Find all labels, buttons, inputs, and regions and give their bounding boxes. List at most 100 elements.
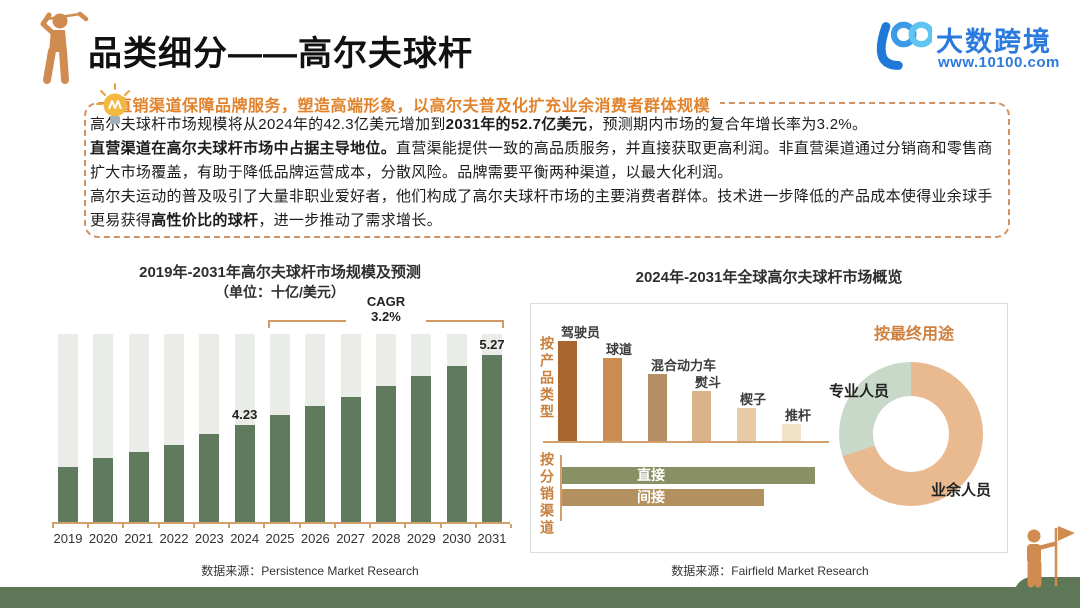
axis-tick [404,524,407,528]
market-overview-panel: 按产品类型 驾驶员 球道 混合动力车 熨斗 楔子 推杆 按分销渠道 直接 间接 按最终用途 … [530,303,1008,553]
bar [164,445,184,523]
summary-paragraph: 高尔夫运动的普及吸引了大量非职业爱好者，他们构成了高尔夫球杆市场的主要消费者群体… [90,188,993,229]
bar-value-label: 4.23 [232,407,258,422]
x-axis-line [52,522,510,524]
bar [128,452,149,523]
donut-label-professionals: 专业人员 [829,383,890,400]
bar-track [305,334,326,523]
year-label: 2024 [230,531,260,546]
product-bar [737,408,756,441]
bar [411,376,432,523]
market-overview-title: 2024年-2031年全球高尔夫球杆市场概览 [635,269,903,286]
summary-text: 高尔夫球杆市场规模将从2024年的42.3亿美元增加到2031年的52.7亿美元… [90,113,1002,233]
product-bar [558,341,577,441]
bar [446,366,467,523]
year-label: 2020 [88,531,118,546]
year-label: 2026 [300,531,330,546]
channel-bar-1: 直接 [562,467,815,484]
axis-tick [228,524,231,528]
bar [93,458,114,523]
summary-paragraph: 高尔夫球杆市场规模将从2024年的42.3亿美元增加到2031年的52.7亿美元… [90,116,868,133]
product-bar-label: 楔子 [740,392,767,407]
donut-hole [873,396,949,472]
bar [270,415,290,523]
axis-tick [439,524,442,528]
golfer-swing-icon [40,11,89,84]
product-bar-label: 熨斗 [695,375,722,390]
product-bar-label: 推杆 [785,408,812,423]
logo-mark-icon [876,21,932,70]
product-type-axis-line [543,441,829,443]
flag-golfer-icon [1027,526,1075,588]
year-label: 2025 [265,531,295,546]
bar-track [128,334,149,523]
bar [234,425,255,523]
channel-axis-label: 按分销渠道 [539,452,555,537]
bar-track: 5.27 [479,334,505,523]
cagr-callout: CAGR 3.2% [346,294,426,324]
product-bar [603,358,622,441]
bar-track [376,334,396,523]
bar-track [58,334,78,523]
bar [376,386,396,523]
footer-bar [0,587,1080,608]
year-label: 2022 [159,531,189,546]
bar-track [340,334,361,523]
market-size-chart-title: 2019年-2031年高尔夫球杆市场规模及预测 [139,264,421,281]
axis-tick [333,524,336,528]
product-type-axis-label: 按产品类型 [539,336,555,421]
brand-logo: 大数跨境 www.10100.com [870,16,1070,78]
bar [340,397,361,523]
channel-axis-line [560,455,562,521]
year-label: 2027 [336,531,366,546]
donut-label-amateurs: 业余人员 [931,482,992,499]
year-label: 2023 [194,531,224,546]
bar-value-label: 5.27 [479,337,505,352]
axis-tick [510,524,512,528]
brand-name: 大数跨境 [936,27,1052,57]
year-label: 2031 [477,531,507,546]
axis-tick [122,524,125,528]
lightbulb-icon [96,83,130,124]
axis-tick [474,524,477,528]
year-label: 2028 [371,531,401,546]
bar-track [446,334,467,523]
cagr-value: 3.2% [371,309,401,324]
bar-track [270,334,290,523]
market-size-plot: 2019 2020 2021 2022 2023 4.23 2024 2025 2026 2027… [54,334,506,546]
axis-tick [157,524,160,528]
axis-tick [263,524,266,528]
summary-heading: 直销渠道保障品牌服务，塑造高端形象，以高尔夫普及化扩充业余消费者群体规模 [106,92,721,116]
market-size-chart-subtitle: （单位：十亿/美元） [215,284,345,300]
source-right: 数据来源：Fairfield Market Research [671,564,869,578]
product-bar-label: 混合动力车 [651,358,717,373]
bar [58,467,78,523]
product-bar [648,374,667,441]
axis-tick [298,524,301,528]
end-use-title: 按最终用途 [873,326,954,343]
bar-track [164,334,184,523]
bar-track: 4.23 [232,334,257,523]
bar [305,406,326,523]
axis-tick [52,524,54,528]
axis-tick [192,524,195,528]
bar-track [93,334,114,523]
cagr-label: CAGR [366,294,406,309]
product-bar-label: 驾驶员 [561,325,601,340]
source-left: 数据来源：Persistence Market Research [201,564,419,578]
axis-tick [87,524,90,528]
bar [482,355,502,523]
year-label: 2030 [442,531,472,546]
brand-website: www.10100.com [938,54,1060,71]
axis-tick [369,524,372,528]
bar [199,434,220,523]
product-bar-label: 球道 [606,342,633,357]
summary-paragraph: 直营渠道在高尔夫球杆市场中占据主导地位。直营渠能提供一致的高品质服务，并直接获取… [90,140,993,181]
year-label: 2021 [124,531,154,546]
channel-bar-2: 间接 [562,489,764,506]
page-title: 品类细分——高尔夫球杆 [88,35,473,73]
product-bar [782,424,801,441]
product-bar [692,391,711,441]
bar-track [199,334,220,523]
